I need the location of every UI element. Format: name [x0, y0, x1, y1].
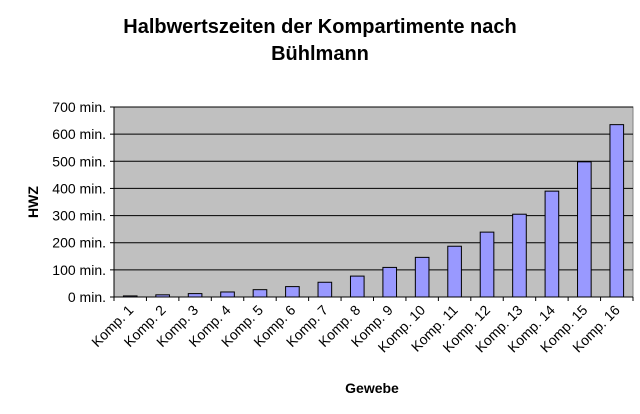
bar-16 — [609, 124, 625, 298]
y-tick-label: 300 min. — [52, 208, 106, 224]
bar-10 — [414, 256, 430, 298]
axes — [110, 106, 634, 301]
y-tick-label: 400 min. — [52, 180, 106, 196]
x-axis-label: Gewebe — [345, 380, 399, 396]
chart-title-line-1: Halbwertszeiten der Kompartimente nach — [123, 16, 517, 38]
bar-13 — [512, 213, 527, 298]
bar-8 — [349, 275, 365, 298]
bar-5 — [252, 289, 268, 298]
bar-3 — [187, 293, 203, 298]
bar-15 — [577, 161, 592, 298]
bar-9 — [382, 266, 398, 298]
y-tick-label: 100 min. — [52, 262, 106, 278]
y-tick-label: 200 min. — [52, 235, 106, 251]
bar-12 — [479, 231, 495, 298]
y-tick-label: 0 min. — [68, 289, 106, 305]
bar-6 — [285, 286, 300, 298]
y-tick-label: 500 min. — [52, 153, 106, 169]
bar-4 — [220, 291, 235, 298]
y-tick-label: 700 min. — [52, 99, 106, 115]
y-tick-labels: 0 min. 100 min. 200 min. 300 min. 400 min. 50… — [52, 99, 106, 305]
bar-14 — [544, 190, 560, 298]
bar-11 — [447, 245, 462, 298]
chart-title-line-2: Bühlmann — [271, 43, 369, 65]
y-tick-label: 600 min. — [52, 126, 106, 142]
y-axis-label: HWZ — [25, 186, 41, 218]
bar-7 — [317, 281, 333, 298]
